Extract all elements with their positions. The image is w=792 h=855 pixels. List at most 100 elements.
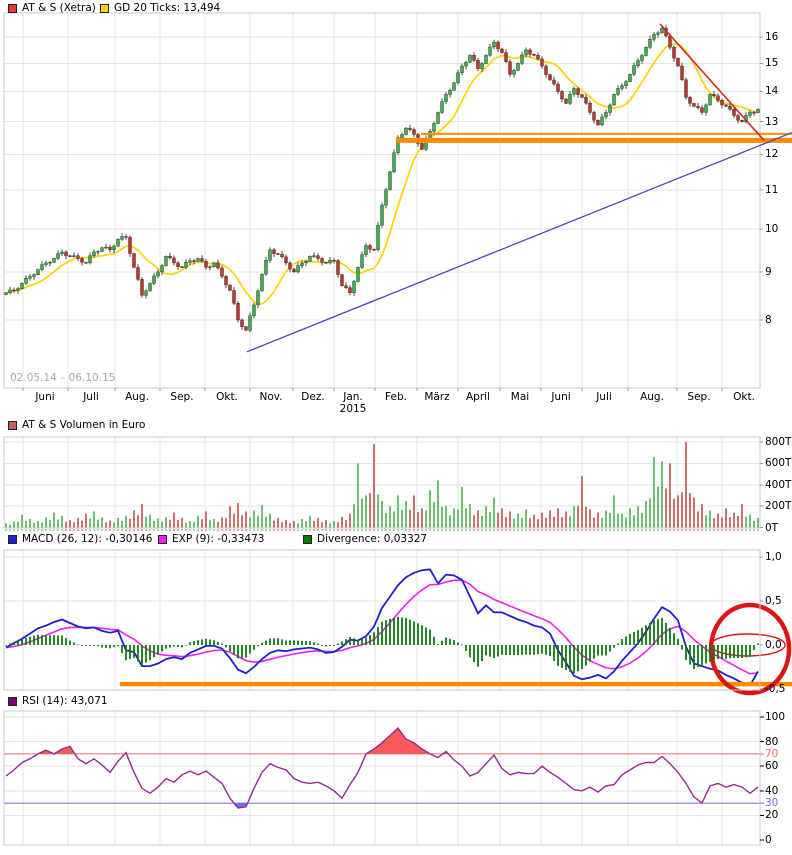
candle bbox=[320, 258, 324, 263]
candle bbox=[668, 35, 672, 48]
price-annotations bbox=[246, 23, 792, 353]
candle bbox=[368, 245, 372, 250]
candle bbox=[124, 236, 128, 238]
candle bbox=[584, 97, 588, 104]
candle bbox=[580, 94, 584, 98]
highlight-ellipse bbox=[708, 602, 792, 696]
month-axis-label: Dez. bbox=[301, 391, 325, 403]
candle bbox=[576, 88, 580, 95]
month-axis-label: Aug. bbox=[640, 391, 664, 403]
candle bbox=[396, 137, 400, 153]
candle bbox=[36, 269, 40, 275]
rsi-axis-label: 0 bbox=[765, 834, 772, 846]
price-axis-label: 16 bbox=[765, 30, 779, 43]
macd-legend-divergence: Divergence: 0,03327 bbox=[303, 533, 427, 545]
candle bbox=[536, 55, 540, 60]
candle bbox=[324, 262, 328, 264]
candle bbox=[268, 249, 272, 261]
candle bbox=[388, 171, 392, 190]
candle bbox=[352, 281, 356, 294]
candle bbox=[160, 265, 164, 273]
candle bbox=[180, 266, 184, 268]
candle bbox=[128, 236, 132, 254]
candle bbox=[412, 129, 416, 135]
month-axis-label: Juni bbox=[551, 391, 571, 403]
candle bbox=[620, 85, 624, 89]
rsi-axis-label: 30 bbox=[765, 797, 779, 810]
candle bbox=[556, 83, 560, 92]
volume-legend: AT & S Volumen in Euro bbox=[8, 419, 145, 431]
candle bbox=[480, 63, 484, 69]
candle bbox=[188, 260, 192, 263]
candle bbox=[636, 60, 640, 66]
rsi-axis-label: 100 bbox=[765, 711, 786, 723]
candle bbox=[224, 276, 228, 286]
candle bbox=[360, 254, 364, 268]
candle bbox=[4, 292, 8, 295]
macd-axis-label: 0,5 bbox=[765, 595, 782, 607]
volume-axis-label: 0T bbox=[765, 521, 779, 534]
volume-axis-label: 800T bbox=[765, 436, 792, 448]
candle bbox=[172, 257, 176, 264]
candle bbox=[524, 49, 528, 56]
gd20-series-label: GD 20 Ticks: 13,494 bbox=[114, 2, 221, 14]
macd-axis-label: 0,0 bbox=[765, 639, 782, 651]
candle bbox=[76, 255, 80, 259]
price-axis-label: 10 bbox=[765, 222, 779, 235]
candle bbox=[644, 47, 648, 56]
candle bbox=[276, 253, 280, 255]
rsi-axis-label: 20 bbox=[765, 809, 779, 822]
candle bbox=[672, 47, 676, 59]
candle bbox=[440, 101, 444, 113]
candle bbox=[504, 52, 508, 62]
candle bbox=[712, 94, 716, 96]
candle bbox=[108, 246, 112, 250]
candle bbox=[384, 189, 388, 206]
price-series-marker bbox=[8, 3, 17, 13]
candle bbox=[292, 268, 296, 273]
candle bbox=[588, 102, 592, 113]
candle bbox=[212, 262, 216, 267]
rsi-axis-label: 80 bbox=[765, 735, 779, 748]
candle bbox=[244, 326, 248, 331]
candle bbox=[492, 41, 496, 48]
candle bbox=[684, 79, 688, 98]
candle bbox=[436, 112, 440, 124]
candle bbox=[444, 94, 448, 102]
candle bbox=[72, 255, 76, 257]
candle bbox=[608, 104, 612, 113]
candle bbox=[336, 260, 340, 275]
candlestick-series bbox=[4, 24, 760, 332]
candle bbox=[8, 289, 12, 294]
candle bbox=[500, 48, 504, 53]
candle bbox=[64, 251, 68, 256]
candle bbox=[540, 58, 544, 67]
candle bbox=[628, 74, 632, 82]
candle bbox=[296, 265, 300, 273]
candle bbox=[100, 247, 104, 252]
candle bbox=[176, 262, 180, 267]
month-axis-label: Juli bbox=[83, 391, 99, 403]
candle bbox=[332, 259, 336, 262]
candle bbox=[640, 55, 644, 61]
rsi-series-label: RSI (14): 43,071 bbox=[22, 695, 108, 707]
month-axis-label: Juni bbox=[35, 391, 55, 403]
candle bbox=[140, 279, 144, 296]
date-range-label: 02.05.14 – 06.10.15 bbox=[10, 372, 116, 384]
candle bbox=[616, 88, 620, 95]
exp-series-label: EXP (9): -0,33473 bbox=[172, 533, 265, 545]
candle bbox=[48, 262, 52, 264]
volume-series-label: AT & S Volumen in Euro bbox=[22, 419, 146, 431]
candle bbox=[304, 261, 308, 264]
macd-series-marker bbox=[8, 534, 17, 544]
candle bbox=[280, 253, 284, 258]
candle bbox=[284, 256, 288, 264]
candle bbox=[676, 57, 680, 67]
candle bbox=[700, 107, 704, 113]
price-axis-label: 11 bbox=[765, 183, 779, 196]
candle bbox=[24, 278, 28, 284]
candle bbox=[456, 72, 460, 84]
main-legend-price: AT & S (Xetra) bbox=[8, 2, 96, 14]
candle bbox=[80, 258, 84, 263]
candle bbox=[208, 266, 212, 268]
